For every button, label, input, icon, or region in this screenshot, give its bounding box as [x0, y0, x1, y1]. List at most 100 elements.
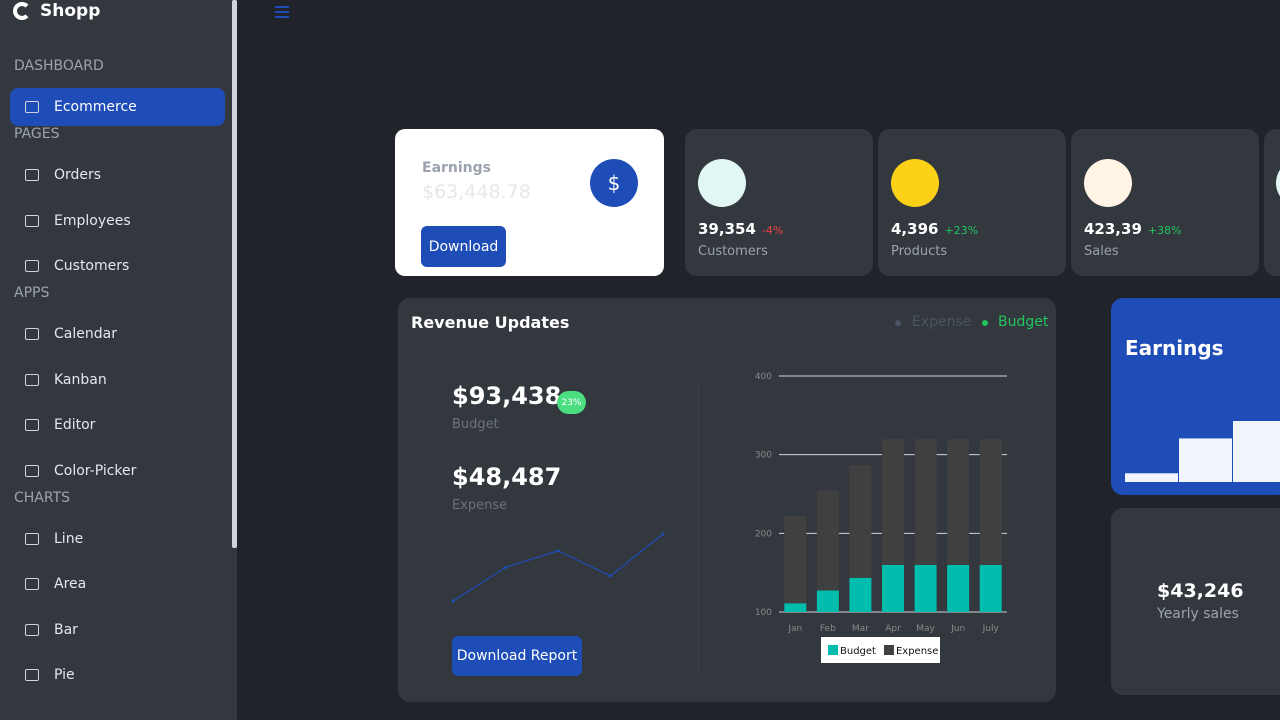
x-tick-label: May — [916, 624, 935, 634]
legend-label: Budget — [840, 646, 876, 657]
stat-card: 39,354 -4% Customers — [685, 129, 873, 276]
menu-icon — [25, 419, 39, 431]
menu-label: Pie — [54, 667, 75, 683]
menu-item[interactable]: Orders — [10, 156, 225, 194]
menu-item[interactable]: Pie — [10, 656, 225, 694]
scrollbar[interactable] — [232, 0, 237, 548]
sparkline-point — [661, 532, 665, 536]
x-tick-label: Apr — [885, 624, 901, 634]
menu-item[interactable]: Kanban — [10, 361, 225, 399]
menu-label: Area — [54, 576, 87, 592]
bar — [979, 564, 1002, 612]
legend-label: Expense — [896, 646, 938, 657]
mini-bar — [1179, 438, 1232, 482]
x-tick-label: Jun — [950, 624, 965, 634]
menu-item[interactable]: Editor — [10, 406, 225, 444]
bar — [914, 439, 937, 565]
bar — [947, 564, 970, 612]
legend-expense[interactable]: Expense — [912, 314, 972, 330]
earnings-title: Earnings — [422, 160, 492, 176]
bar — [816, 590, 839, 612]
stat-change: -4% — [761, 224, 784, 237]
menu-icon — [25, 328, 39, 340]
stat-amount: 4,396 — [891, 220, 939, 238]
menu-item[interactable]: Color-Picker — [10, 452, 225, 490]
menu-label: Editor — [54, 417, 96, 433]
menu-item[interactable]: Calendar — [10, 315, 225, 353]
bar — [947, 439, 970, 565]
expense-label: Expense — [452, 498, 508, 513]
earnings-panel-title: Earnings — [1125, 336, 1224, 360]
menu-label: Bar — [54, 621, 78, 638]
menu-icon — [25, 214, 39, 227]
x-tick-label: Jan — [787, 624, 802, 634]
menu-icon — [25, 578, 39, 590]
legend-budget[interactable]: Budget — [998, 314, 1049, 330]
sparkline-line — [452, 533, 664, 602]
sparkline-point — [609, 574, 612, 578]
x-tick-label: Mar — [852, 624, 869, 634]
stat-row: 423,39 +38% — [1084, 220, 1182, 238]
section-title: CHARTS — [14, 489, 71, 506]
menu-label: Kanban — [54, 371, 107, 388]
section-title: APPS — [14, 285, 50, 301]
bar — [849, 465, 872, 578]
stat-change: +38% — [1147, 224, 1182, 237]
menu-icon — [25, 532, 39, 545]
y-tick-label: 300 — [755, 451, 772, 461]
menu-item[interactable]: Ecommerce — [10, 88, 225, 126]
earnings-card: Earnings $63,448.78 $ Download — [395, 129, 664, 276]
divider — [698, 383, 699, 673]
bar — [849, 577, 872, 612]
stat-card: 4,396 +23% Products — [878, 129, 1066, 276]
stat-amount: 39,354 — [698, 220, 756, 238]
stat-icon[interactable] — [891, 159, 939, 207]
menu-item[interactable]: Bar — [10, 611, 225, 649]
legend-icon — [828, 645, 838, 655]
menu-icon — [25, 373, 39, 386]
mini-bar — [1125, 473, 1178, 482]
stat-icon[interactable] — [698, 159, 746, 207]
menu-label: Calendar — [54, 326, 117, 342]
budget-label: Budget — [452, 417, 499, 432]
earnings-icon[interactable]: $ — [590, 159, 638, 207]
sparkline-point — [504, 566, 507, 569]
section-title: PAGES — [14, 126, 60, 142]
stat-icon[interactable] — [1084, 159, 1132, 207]
download-report-button[interactable]: Download Report — [452, 636, 582, 676]
legend-box — [821, 637, 940, 663]
logo-icon — [13, 2, 31, 20]
bar — [914, 564, 937, 612]
menu-item[interactable]: Employees — [10, 202, 225, 240]
yearly-card: $43,246 Yearly sales — [1111, 508, 1280, 695]
yearly-label: Yearly sales — [1157, 606, 1239, 622]
menu-icon — [25, 669, 39, 681]
logo-text[interactable]: Shopp — [40, 1, 101, 21]
budget-badge: 23% — [557, 391, 586, 414]
y-tick-label: 100 — [755, 608, 772, 618]
revenue-panel: Revenue Updates Expense Budget $93,438 2… — [398, 298, 1056, 702]
earnings-amount: $63,448.78 — [422, 181, 531, 203]
revenue-title: Revenue Updates — [411, 313, 570, 332]
download-button[interactable]: Download — [421, 226, 506, 267]
menu-label: Orders — [54, 167, 102, 183]
menu-label: Ecommerce — [54, 99, 137, 115]
sparkline-point — [451, 599, 455, 603]
menu-label: Color-Picker — [54, 462, 137, 479]
x-tick-label: July — [982, 624, 1000, 634]
menu-item[interactable]: Area — [10, 565, 225, 603]
menu-item[interactable]: Customers — [10, 247, 225, 285]
mini-bar — [1233, 421, 1280, 482]
stat-label: Products — [891, 244, 948, 259]
revenue-chart: 100 200 300 400 Jan Feb Mar Apr May Jun July Budget… — [755, 372, 1007, 663]
yearly-amount: $43,246 — [1157, 580, 1244, 602]
earnings-mini-chart — [1125, 421, 1280, 482]
legend-dot — [982, 320, 988, 326]
menu-toggle[interactable] — [275, 6, 289, 18]
stat-change: +23% — [944, 224, 979, 237]
sparkline — [451, 532, 665, 603]
menu-icon — [25, 101, 39, 113]
menu-item[interactable]: Line — [10, 520, 225, 558]
bar — [784, 603, 807, 612]
bar — [882, 439, 904, 565]
